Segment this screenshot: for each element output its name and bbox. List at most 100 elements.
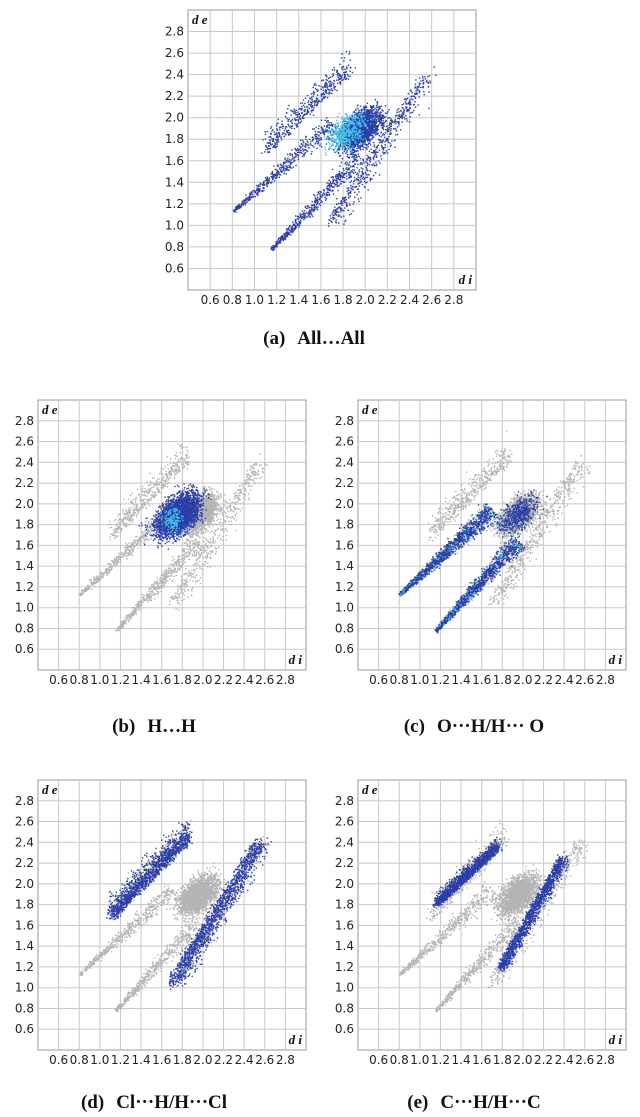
data-point (345, 124, 348, 126)
data-point (405, 108, 407, 110)
data-point (368, 157, 370, 160)
data-point (362, 168, 364, 170)
data-point (362, 128, 364, 130)
data-point (353, 146, 355, 149)
data-point (354, 134, 357, 137)
data-point (347, 125, 350, 127)
data-point (367, 123, 370, 126)
data-point (373, 116, 376, 119)
data-point (363, 108, 365, 111)
data-point (398, 117, 400, 120)
data-point (352, 137, 354, 139)
data-point (337, 125, 339, 128)
data-point (386, 139, 388, 141)
data-point (281, 123, 283, 126)
data-point (244, 199, 247, 202)
data-point (284, 126, 287, 128)
data-point (305, 142, 307, 145)
data-point (373, 109, 375, 111)
data-point (332, 144, 334, 146)
data-point (370, 148, 372, 151)
data-point (344, 74, 346, 76)
data-point (361, 118, 363, 121)
data-point (359, 178, 362, 181)
data-point (355, 178, 358, 180)
data-point (380, 135, 382, 138)
data-point (277, 132, 280, 134)
data-point (347, 141, 349, 144)
data-point (294, 117, 296, 120)
data-point (236, 208, 239, 211)
data-point (381, 109, 383, 111)
data-point (356, 160, 358, 162)
data-point (329, 84, 331, 86)
data-point (320, 95, 323, 98)
data-point (352, 188, 354, 191)
data-point (344, 207, 346, 209)
data-point (388, 122, 391, 124)
data-point (354, 130, 357, 133)
data-point (335, 177, 337, 179)
data-point (358, 180, 360, 182)
data-point (360, 120, 363, 122)
data-point (321, 93, 323, 95)
data-point (345, 117, 348, 119)
data-point (324, 74, 327, 77)
data-point (322, 93, 325, 95)
data-point (304, 215, 306, 217)
data-point (412, 98, 414, 101)
data-point (351, 129, 354, 131)
data-point (356, 178, 359, 180)
data-point (376, 132, 378, 134)
data-point (349, 191, 352, 193)
data-point (345, 127, 347, 130)
data-point (361, 119, 364, 121)
data-point (328, 91, 331, 93)
caption-a-label: (a) (263, 328, 285, 349)
data-point (405, 115, 407, 117)
data-point (290, 109, 292, 111)
data-point (373, 122, 376, 125)
data-point (401, 113, 403, 116)
data-point (329, 85, 331, 88)
data-point (272, 146, 274, 148)
data-point (320, 142, 322, 145)
data-point (155, 483, 157, 486)
data-point (290, 167, 293, 169)
data-point (327, 141, 330, 143)
data-point (301, 213, 303, 215)
data-point (333, 214, 335, 217)
data-point (360, 131, 362, 134)
data-point (299, 222, 302, 225)
data-point (313, 206, 315, 209)
data-point (347, 148, 350, 150)
data-point (360, 111, 362, 114)
data-point (372, 105, 375, 107)
data-point (303, 109, 305, 112)
data-point (369, 135, 371, 137)
data-point (257, 185, 260, 187)
data-point (362, 116, 364, 118)
data-point (249, 199, 251, 201)
data-point (314, 130, 317, 133)
data-point (342, 128, 345, 130)
data-point (349, 70, 351, 72)
data-point (301, 111, 303, 114)
data-point (414, 92, 416, 95)
data-point (249, 194, 251, 196)
data-point (316, 133, 318, 136)
data-point (369, 117, 371, 119)
data-point (271, 138, 273, 140)
y-tick-label: 0.6 (165, 261, 184, 275)
data-point (290, 229, 292, 232)
data-point (309, 113, 311, 116)
data-point (348, 134, 350, 137)
data-point (361, 163, 363, 165)
data-point (389, 119, 392, 122)
data-point (336, 185, 338, 188)
data-point (343, 126, 346, 128)
y-tick-label: 2.0 (165, 111, 184, 125)
data-point (367, 174, 369, 176)
data-point (353, 191, 356, 194)
data-point (346, 155, 348, 158)
